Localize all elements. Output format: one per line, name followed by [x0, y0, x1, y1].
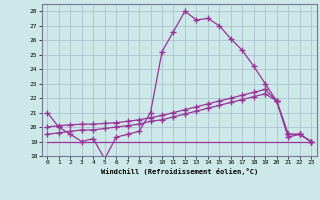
X-axis label: Windchill (Refroidissement éolien,°C): Windchill (Refroidissement éolien,°C): [100, 168, 258, 175]
